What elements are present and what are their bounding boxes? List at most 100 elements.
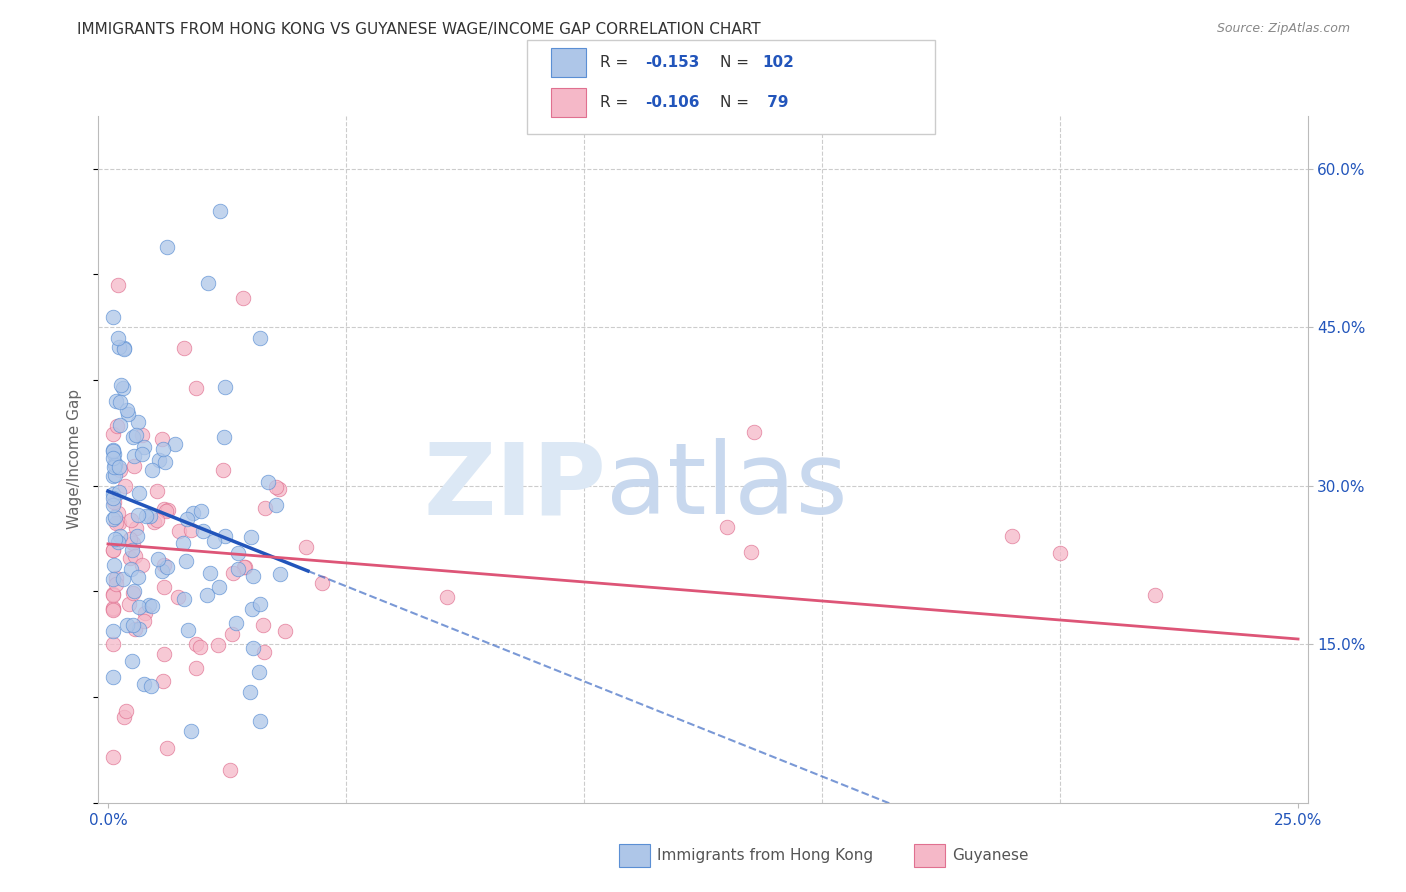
Point [141, 599, 163, 613]
Point [101, 499, 124, 513]
Point [166, 590, 188, 604]
Point [120, 562, 142, 576]
Point [120, 550, 142, 565]
Point [142, 515, 165, 529]
Point [225, 615, 247, 630]
Point [221, 626, 243, 640]
Point [104, 571, 127, 585]
Point [221, 566, 243, 580]
Point [207, 638, 229, 652]
Point [156, 240, 179, 254]
Text: atlas: atlas [606, 438, 848, 535]
Point [121, 536, 143, 550]
Point [156, 503, 179, 517]
Point [105, 577, 128, 591]
Point [256, 475, 278, 490]
Point [104, 533, 127, 547]
Point [311, 576, 333, 591]
Point [218, 763, 240, 777]
Point [101, 426, 124, 441]
Point [436, 591, 458, 605]
Point [101, 624, 124, 639]
Point [1144, 588, 1167, 602]
Point [103, 558, 125, 573]
Point [152, 442, 174, 456]
Point [238, 684, 260, 698]
Point [120, 513, 142, 527]
Point [127, 508, 149, 522]
Point [110, 378, 132, 392]
Point [111, 380, 134, 394]
Text: N =: N = [720, 55, 754, 70]
Point [101, 588, 124, 602]
Point [104, 510, 127, 524]
Point [108, 485, 131, 500]
Point [127, 569, 149, 583]
Point [252, 617, 274, 632]
Text: R =: R = [600, 55, 634, 70]
Point [125, 529, 148, 543]
Point [103, 447, 125, 461]
Point [121, 542, 143, 557]
Point [134, 607, 156, 621]
Point [128, 622, 150, 636]
Point [177, 623, 200, 637]
Point [101, 572, 124, 586]
Point [226, 562, 249, 576]
Point [124, 449, 146, 463]
Point [118, 597, 141, 611]
Text: Guyanese: Guyanese [952, 848, 1028, 863]
Point [249, 331, 271, 345]
Point [108, 529, 131, 543]
Text: -0.106: -0.106 [645, 95, 700, 110]
Point [101, 603, 124, 617]
Point [122, 583, 145, 598]
Point [226, 546, 249, 560]
Point [128, 486, 150, 500]
Point [269, 566, 291, 581]
Point [195, 588, 218, 602]
Point [163, 436, 186, 450]
Point [101, 601, 124, 615]
Point [128, 599, 150, 614]
Point [101, 469, 124, 483]
Text: Source: ZipAtlas.com: Source: ZipAtlas.com [1216, 22, 1350, 36]
Point [1049, 546, 1071, 560]
Point [200, 566, 222, 580]
Point [169, 524, 191, 538]
Point [208, 580, 231, 594]
Point [232, 291, 254, 305]
Y-axis label: Wage/Income Gap: Wage/Income Gap [67, 389, 83, 530]
Point [108, 460, 131, 475]
Point [134, 677, 156, 691]
Point [108, 395, 131, 409]
Point [114, 479, 136, 493]
Point [112, 710, 135, 724]
Point [101, 602, 124, 616]
Point [107, 278, 129, 293]
Point [122, 459, 145, 474]
Point [131, 447, 153, 461]
Point [240, 602, 263, 616]
Point [174, 554, 197, 568]
Point [101, 542, 124, 557]
Point [254, 501, 277, 516]
Point [121, 654, 143, 668]
Point [190, 504, 212, 518]
Point [740, 545, 762, 559]
Point [152, 673, 174, 688]
Point [242, 568, 264, 582]
Text: ZIP: ZIP [423, 438, 606, 535]
Point [295, 540, 318, 554]
Point [153, 580, 176, 594]
Point [118, 532, 141, 546]
Point [156, 560, 179, 574]
Point [150, 432, 173, 446]
Point [104, 516, 127, 530]
Point [186, 661, 208, 675]
Point [269, 483, 291, 497]
Point [135, 508, 157, 523]
Point [132, 440, 155, 454]
Point [249, 714, 271, 729]
Point [101, 443, 124, 458]
